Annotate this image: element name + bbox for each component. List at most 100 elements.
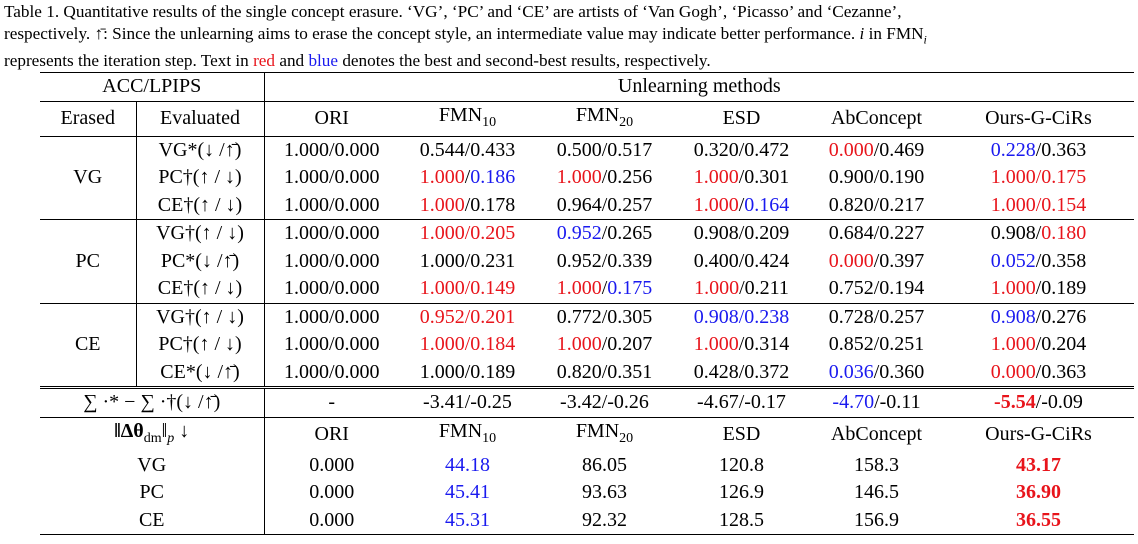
caption-i-sub: i [923,32,927,47]
cell-part: 1.000/0.154 [990,193,1087,216]
method-name: Ours-G-CiRs [985,423,1092,445]
theta-body: ‖Δθdm‖p ↓ ORI FMN10 FMN20 ESD AbConcept Ours-G… [40,417,1134,535]
result-cell: 0.908/0.238 [673,303,810,331]
cell-part: 0.728/0.257 [828,305,925,328]
method-name: AbConcept [830,423,923,445]
cell-part: 0.952/0.339 [556,249,653,272]
result-cell: 0.000/0.363 [943,359,1134,388]
evaluated-cell: VG†(↑ / ↓) [136,303,265,331]
cell-part: /0.360 [873,360,925,383]
result-cell: 0.952/0.339 [536,248,673,276]
erased-label: CE [40,303,137,388]
result-cell: 1.000/0.000 [264,359,399,388]
cell-part: -4.70 [832,391,875,414]
cell-part: 126.9 [719,481,764,504]
method-sub: 10 [482,430,497,446]
theta-label-main: ‖Δθ [114,419,144,442]
method-name: FMN [575,419,620,442]
cell-part: 0.320/0.472 [693,138,790,161]
result-cell: 0.000/0.469 [810,136,943,164]
result-cell: 1.000/0.189 [399,359,536,388]
result-cell: 0.428/0.372 [673,359,810,388]
method-header-fmn20: FMN20 [575,103,634,130]
caption-line2b: : Since the unlearning aims to erase the… [103,24,860,43]
cell-part: 92.32 [582,508,627,531]
cell-part: 45.31 [445,508,490,531]
cell-part: 93.63 [582,481,627,504]
cell-part: -3.41/-0.25 [423,391,512,414]
cell-part: 120.8 [719,453,764,476]
result-cell: 0.952/0.265 [536,220,673,248]
result-cell: 1.000/0.204 [943,331,1134,359]
theta-cell: 92.32 [536,507,673,535]
result-cell: 0.752/0.194 [810,275,943,303]
cell-part: 1.000/0.000 [283,249,380,272]
cell-part: 158.3 [854,453,899,476]
results-table: ACC/LPIPS Unlearning methods Erased Eval… [40,72,1134,535]
cell-part: 0.000 [309,481,355,504]
erased-header: Erased [40,101,137,136]
method-sub: 20 [619,430,634,446]
cell-part: 1.000 [556,333,602,356]
cell-part: 1.000/0.205 [419,222,516,245]
result-cell: 0.036/0.360 [810,359,943,388]
result-cell: 1.000/0.000 [264,192,399,220]
cell-part: 1.000/0.231 [419,249,516,272]
cell-part: 0.772/0.305 [556,305,653,328]
evaluated-label: VG*(↓ /↑̄) [158,138,242,161]
cell-part: 1.000 [419,166,465,189]
method-header-esd: ESD [722,107,761,129]
theta-cell: 158.3 [810,452,943,480]
cell-part: 1.000/0.184 [419,333,516,356]
result-cell: 0.772/0.305 [536,303,673,331]
cell-part: 0.164 [744,193,790,216]
cell-part: -3.42/-0.26 [560,391,649,414]
theta-row: PC 0.000 45.41 93.63 126.9 146.5 36.90 [40,479,1134,507]
theta-label: ‖Δθdm‖p ↓ [40,417,265,452]
cell-part: 128.5 [719,508,764,531]
table-row: PC†(↑ / ↓) 1.000/0.000 1.000/0.184 1.000/0.… [40,331,1134,359]
evaluated-cell: PC†(↑ / ↓) [136,331,265,359]
cell-part: 1.000/0.149 [419,277,516,300]
theta-erased-label: CE [40,506,265,535]
cell-part: 0.908/0.238 [693,305,790,328]
result-cell: 1.000/0.205 [399,220,536,248]
cell-part: 36.55 [1016,508,1061,531]
cell-part: 36.90 [1016,481,1061,504]
erased-label: PC [40,219,137,303]
result-cell: 0.544/0.433 [399,136,536,164]
caption-blue-word: blue [308,51,339,71]
cell-part: 0.952/0.201 [419,305,516,328]
theta-erased-label: VG [40,451,265,479]
metric-header: ACC/LPIPS [40,72,265,101]
cell-part: 0.228 [990,138,1036,161]
result-cell: 1.000/0.000 [264,136,399,164]
cell-part: /0.358 [1035,249,1087,272]
sum-label: ∑ ·* − ∑ ·†(↓ /↑̄) [40,387,265,417]
theta-cell: 44.18 [399,452,536,480]
evaluated-label: VG†(↑ / ↓) [156,222,244,245]
result-cell: 0.684/0.227 [810,220,943,248]
evaluated-label: ∑ ·* − ∑ ·†(↓ /↑̄) [83,391,221,414]
theta-cell: 0.000 [264,452,399,480]
theta-cell: 93.63 [536,479,673,507]
cell-part: 1.000/0.175 [990,166,1087,189]
theta-cell: 45.41 [399,479,536,507]
cell-part: /0.314 [738,333,790,356]
method-header-ours: Ours-G-CiRs [985,107,1092,129]
caption-line2a: respectively. [4,24,95,43]
cell-part: /0.276 [1035,305,1087,328]
result-cell: 0.820/0.217 [810,192,943,220]
result-cell: 0.900/0.190 [810,164,943,192]
caption-symbol: ↑̄ [94,24,104,43]
result-cell: 1.000/0.178 [399,192,536,220]
theta-method-header: Ours-G-CiRs [943,417,1134,452]
theta-cell: 0.000 [264,507,399,535]
cell-part: 0.000 [990,360,1036,383]
evaluated-label: VG†(↑ / ↓) [156,305,244,328]
theta-cell: 126.9 [673,479,810,507]
sum-row: ∑ ·* − ∑ ·†(↓ /↑̄) - -3.41/-0.25 -3.42/-0.2… [40,387,1134,417]
theta-cell: 0.000 [264,479,399,507]
theta-cell: 36.90 [943,479,1134,507]
cell-part: /-0.11 [874,391,921,414]
